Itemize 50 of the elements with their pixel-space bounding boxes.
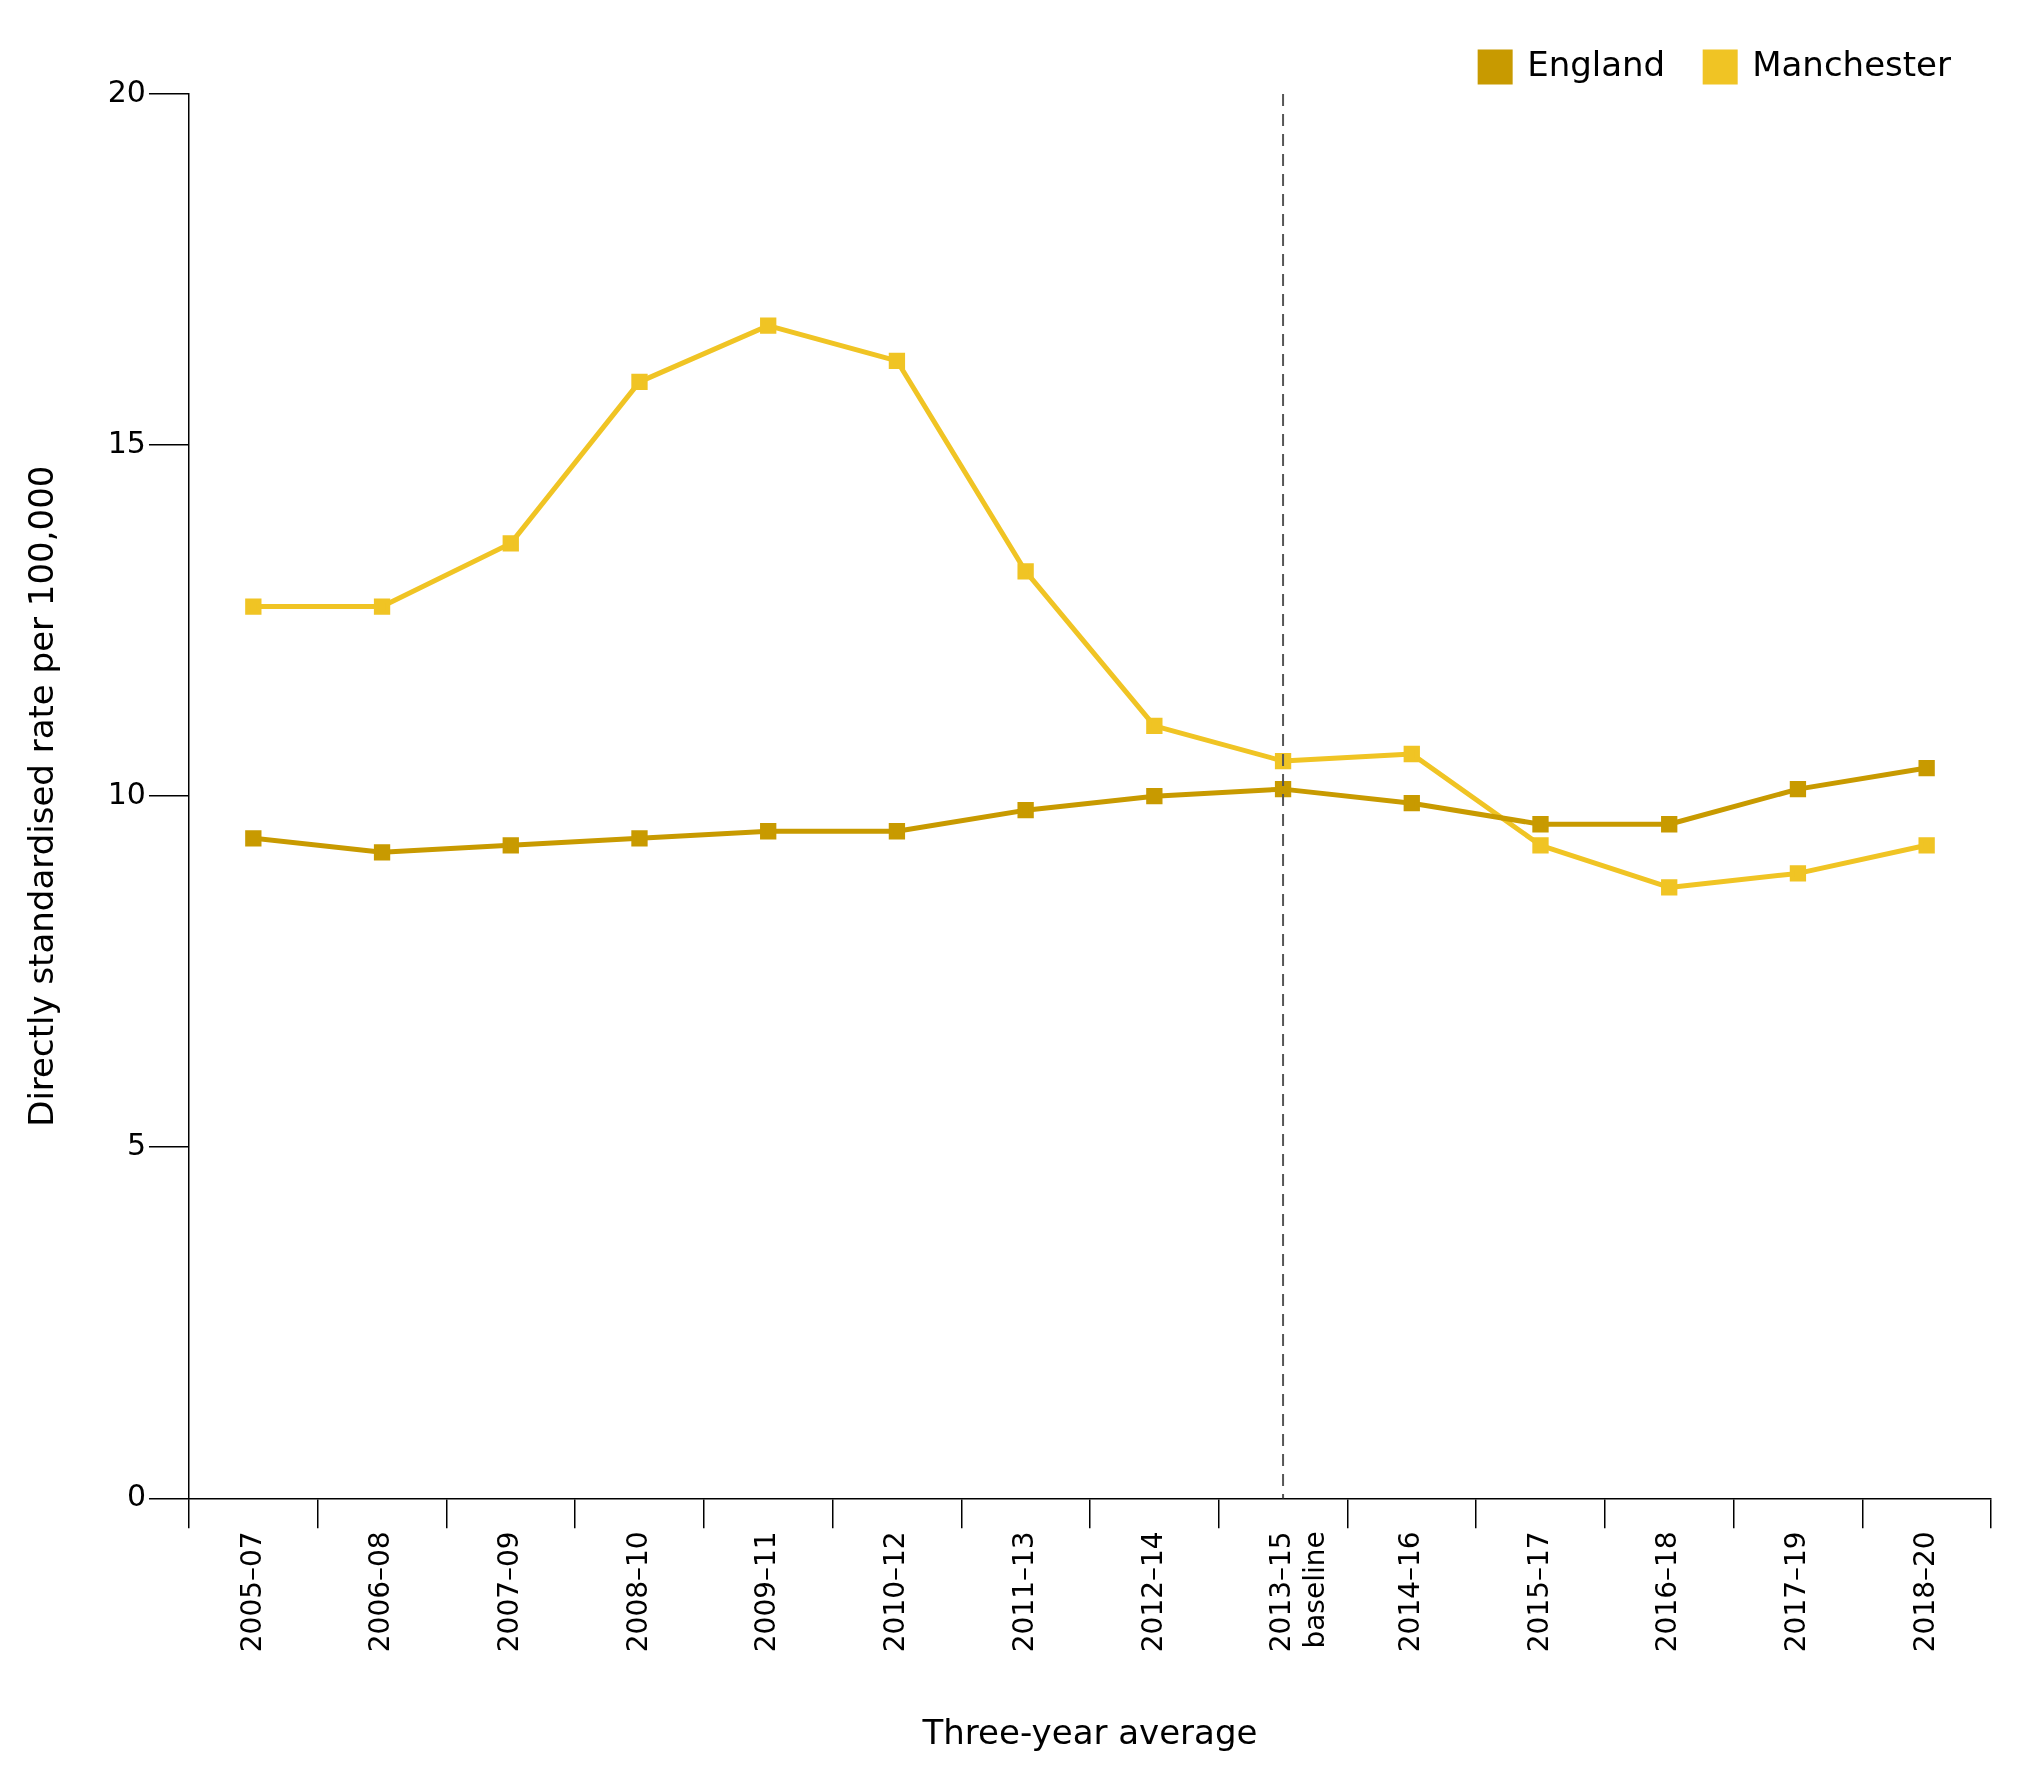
point: [1017, 563, 1034, 580]
x-tick-label: 2013–15 baseline: [1264, 1531, 1331, 1653]
point: [1146, 788, 1163, 805]
x-tick-label: 2016–18: [1650, 1531, 1684, 1653]
point: [245, 598, 262, 615]
point: [1918, 759, 1935, 777]
x-tick-label: 2010–12: [878, 1531, 912, 1653]
point: [760, 823, 777, 840]
y-axis-title: Directly standardised rate per 100,000: [21, 465, 62, 1127]
point: [631, 830, 648, 847]
point: [631, 373, 648, 391]
point: [1661, 879, 1678, 896]
point: [1532, 816, 1549, 833]
point: [760, 317, 777, 334]
point: [1789, 865, 1807, 882]
point: [1017, 802, 1034, 819]
point: [373, 844, 391, 861]
y-tick-label: 0: [126, 1478, 146, 1514]
x-tick-label: 2017–19: [1779, 1531, 1813, 1653]
point: [1661, 816, 1678, 833]
x-tick-label: 2006–08: [363, 1531, 397, 1653]
y-tick-label: 5: [126, 1127, 146, 1163]
point: [502, 837, 519, 854]
x-tick-label: 2008–10: [620, 1531, 654, 1653]
point: [245, 830, 262, 847]
y-tick-label: 20: [107, 73, 146, 109]
x-tick-label: 2007–09: [492, 1531, 526, 1653]
legend-label: Manchester: [1752, 43, 1952, 84]
x-tick-label: 2012–14: [1135, 1531, 1169, 1653]
point: [1789, 780, 1807, 798]
point: [888, 823, 906, 840]
x-tick-label: 2011–13: [1006, 1531, 1040, 1653]
x-tick-label: 2014–16: [1393, 1531, 1427, 1653]
y-tick-label: 15: [107, 424, 146, 460]
point: [1146, 717, 1163, 735]
point: [888, 352, 906, 369]
point: [373, 598, 391, 615]
point: [502, 535, 519, 552]
point: [1274, 780, 1292, 798]
legend-label: England: [1527, 43, 1666, 84]
x-tick-label: 2005–07: [234, 1531, 268, 1653]
x-axis-title: Three-year average: [921, 1712, 1258, 1753]
x-tick-label: 2018–20: [1907, 1531, 1941, 1653]
point: [1403, 745, 1420, 763]
point: [1532, 837, 1549, 854]
x-tick-label: 2015–17: [1521, 1531, 1555, 1653]
point: [1403, 795, 1420, 812]
x-tick-label: 2009–11: [749, 1531, 783, 1653]
y-tick-label: 10: [107, 775, 146, 811]
point: [1918, 837, 1935, 854]
